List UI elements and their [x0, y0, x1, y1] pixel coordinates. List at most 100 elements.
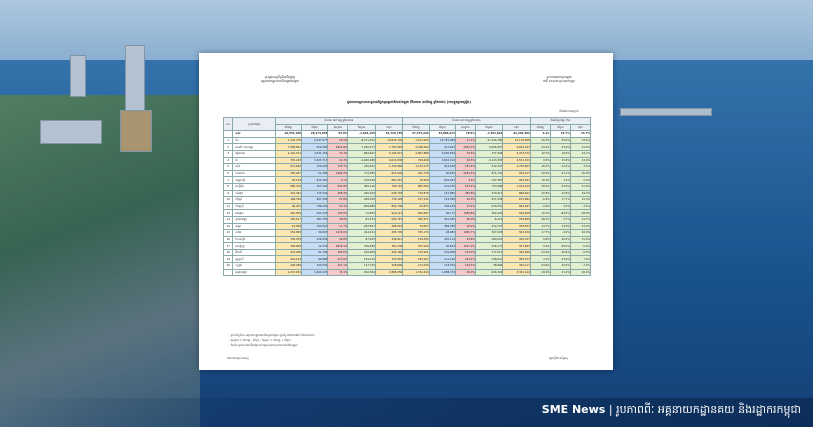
sub-header-cell: នាំចេញ: [402, 123, 430, 132]
table-cell: 12.5%: [327, 136, 349, 145]
row-number: 4: [222, 156, 234, 165]
table-cell: 17.7%: [529, 229, 551, 237]
table-cell: 0.5%: [529, 156, 551, 165]
row-number: 9: [222, 189, 234, 198]
table-cell: 1089.8%: [454, 209, 476, 217]
table-row: 5 ជប៉ុន 974,660 729,029 133.7% 245,631 1,703,6…: [222, 163, 592, 171]
table-cell: 131,470: [428, 182, 456, 191]
table-cell: 38,969: [474, 262, 504, 270]
table-cell: 333,991: [374, 255, 404, 264]
partner-name: ជប៉ុន: [232, 163, 276, 171]
table-cell: 885,059: [402, 182, 430, 191]
table-cell: 582,216: [347, 182, 376, 191]
table-cell: 40,641: [428, 169, 456, 178]
note-line: - ប្រភពទិន្នន័យ៖ អគ្គនាយកដ្ឋានគយនិងរដ្ឋា…: [229, 334, 315, 337]
partner-name: អង់គ្លេស: [232, 209, 276, 217]
table-cell: 911,776: [402, 169, 430, 178]
table-cell: -0.9%: [569, 242, 592, 250]
table-cell: 6.6%: [529, 235, 551, 244]
table-cell: -3.5%: [549, 202, 571, 211]
table-cell: 485.8%: [454, 189, 476, 198]
table-cell: -769,349: [347, 176, 376, 184]
table-cell: 3,822,312: [428, 156, 456, 165]
table-cell: 753,589: [474, 182, 504, 191]
table-cell: 46.2%: [549, 235, 571, 244]
table-row: 17 អេស្ប៉ាញ 348,859 12,379 2818.1% 336,480 361…: [222, 242, 592, 250]
table-cell: 796,293: [300, 202, 329, 211]
table-cell: 24.4%: [569, 143, 592, 151]
table-cell: 295,019: [347, 189, 376, 198]
table-cell: -15.6%: [549, 189, 571, 198]
table-cell: 1,372,410: [402, 268, 430, 277]
table-cell: 393,371: [402, 215, 430, 224]
table-cell: 249,167: [402, 255, 430, 264]
table-cell: 12.1%: [327, 202, 349, 211]
table-cell: 316,177: [474, 242, 504, 250]
table-cell: 401,485: [428, 215, 456, 224]
table-cell: 861,557: [374, 176, 404, 184]
table-cell: 470,361: [274, 189, 302, 198]
table-cell: 2,161,512: [274, 149, 302, 158]
table-cell: 459,707: [502, 235, 531, 244]
row-number: 17: [222, 242, 234, 250]
table-cell: 268.3%: [327, 189, 349, 198]
table-cell: 692,767: [374, 215, 404, 224]
table-row: 8 អាល្លឺម៉ង់ 689,470 107,254 642.8% 582,216 79…: [222, 182, 592, 191]
tower-building: [70, 55, 86, 97]
table-cell: 133,074: [428, 262, 456, 270]
table-cell: 23.6%: [549, 255, 571, 264]
table-cell: 12.3%: [569, 196, 592, 204]
table-cell: -7.2%: [569, 262, 592, 270]
table-cell: 78.5%: [454, 130, 476, 138]
sub-header-cell: សរុប: [374, 123, 404, 132]
sub-header-cell: ចំណូល: [347, 123, 376, 132]
credit-caption: រូបភាពពីៈ អគ្គនាយកដ្ឋានគយ និងរដ្ឋាករកម្ព…: [616, 403, 801, 416]
table-row: 13 កូរ៉េខាងត្បូង 305,617 387,150 78.9% -81,53…: [222, 215, 592, 224]
table-cell: 13.3%: [569, 222, 592, 231]
table-cell: 2243.5%: [454, 169, 476, 178]
table-row: 20 ហូឡង់ 228,266 100,534 227.1% 127,732 328,80…: [222, 262, 592, 270]
table-cell: 10.0%: [529, 268, 551, 277]
table-cell: 763,067: [274, 169, 302, 178]
table-cell: 13.0%: [569, 156, 592, 165]
table-cell: 1,988,734: [428, 268, 456, 277]
table-cell: 9.5%: [454, 176, 476, 184]
table-cell: 96,407: [274, 202, 302, 211]
ministry-name: ក្រសួងសេដ្ឋកិច្ចនិងហិរញ្ញវត្ថុ: [264, 75, 296, 79]
partner-name: បែលហ្ស៊ិក: [232, 235, 276, 244]
row-number: 16: [222, 235, 234, 244]
table-cell: 796,724: [374, 182, 404, 191]
table-cell: 16.9%: [569, 169, 592, 178]
document-title: តួលេខបណ្ដោះអាសន្នពាណិជ្ជកម្មអន្តរជាតិរបស…: [347, 100, 471, 104]
table-cell: 305,117: [502, 262, 531, 270]
table-cell: 12,752,384: [428, 136, 456, 145]
table-cell: 3,361,144: [502, 268, 531, 277]
table-cell: 24.4%: [529, 143, 551, 151]
table-cell: 454,858: [274, 229, 302, 237]
table-cell: 130,979: [274, 235, 302, 244]
table-cell: -6.9%: [529, 196, 551, 204]
sub-header-cell: នាំចេញ: [274, 123, 302, 132]
table-cell: 17.7%: [327, 222, 349, 231]
table-cell: -1,623,155: [347, 130, 376, 138]
table-cell: 673.2%: [454, 182, 476, 191]
row-number: 1: [222, 136, 234, 145]
partner-name: វៀតណាម: [232, 149, 276, 158]
sub-header-cell: នាំចូល: [428, 123, 456, 132]
table-cell: -438,548: [347, 196, 376, 204]
partner-name: អូស្ត្រាលី: [232, 255, 276, 264]
table-cell: 19.5%: [529, 169, 551, 178]
table-cell: 3.1%: [569, 163, 592, 171]
table-cell: 68.4%: [549, 242, 571, 250]
table-cell: 1617.0%: [454, 242, 476, 250]
kingdom-name: ព្រះរាជាណាចក្រកម្ពុជា: [546, 75, 572, 79]
table-cell: 14.7%: [569, 215, 592, 224]
sub-header-cell: តុល្យការ: [327, 123, 349, 132]
table-cell: 12.2%: [454, 202, 476, 211]
table-cell: 714,560: [428, 196, 456, 204]
table-cell: 336,480: [347, 242, 376, 250]
table-cell: -3,113,303: [474, 156, 504, 165]
ministry-header: ក្រសួងសេដ្ឋកិច្ចនិងហិរញ្ញវត្ថុ អគ្គនាយកដ…: [245, 75, 315, 83]
table-cell: 9,447,977: [300, 136, 329, 145]
unit-label: (គិតជាលានដុល្លារ): [559, 109, 579, 113]
